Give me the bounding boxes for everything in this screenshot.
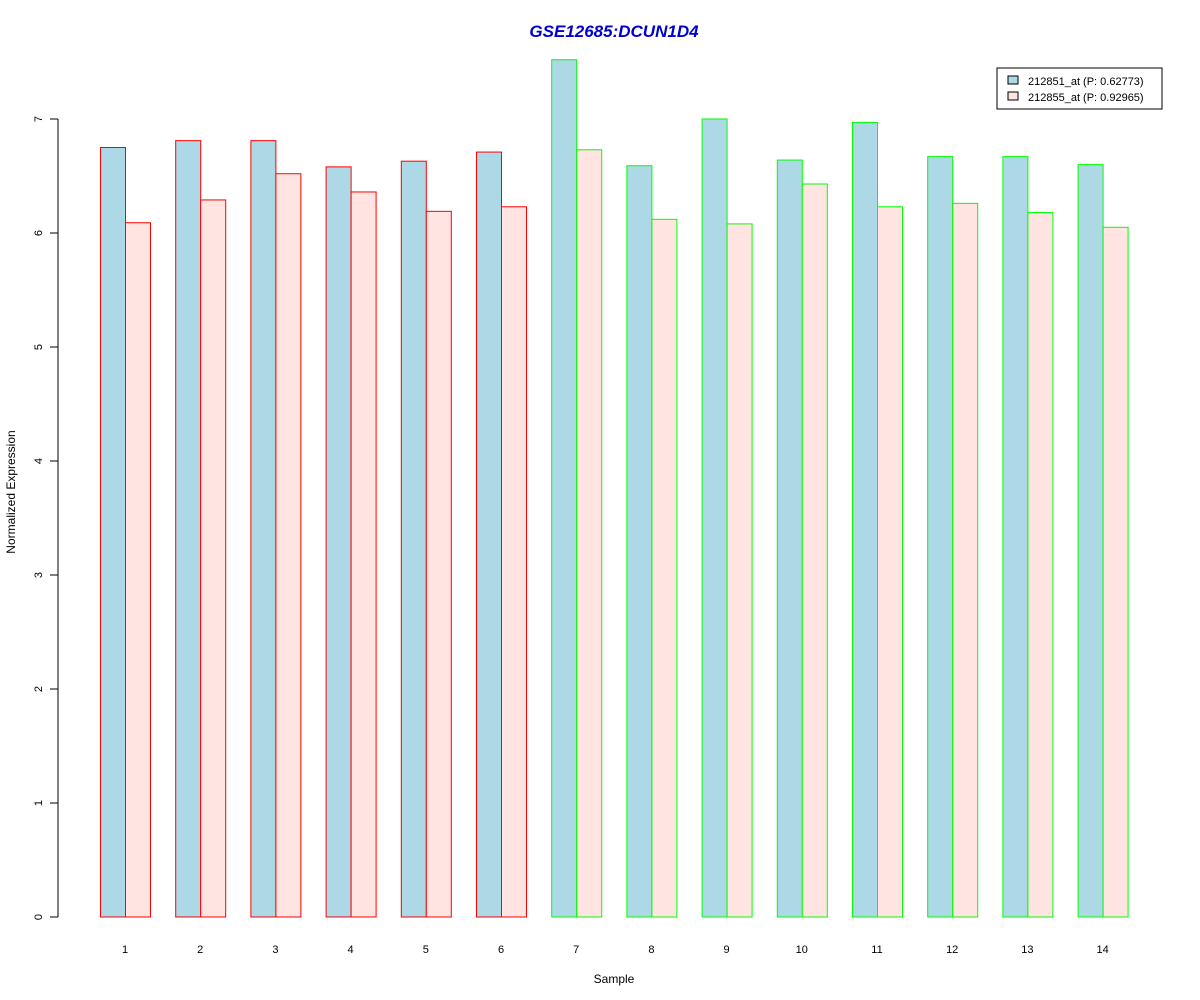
legend-label-series-1: 212851_at (P: 0.62773)	[1028, 76, 1144, 88]
chart-title: GSE12685:DCUN1D4	[529, 22, 699, 41]
x-tick-label: 7	[573, 944, 579, 956]
bar-series-2-sample-1	[125, 222, 151, 918]
x-tick-label: 13	[1021, 944, 1033, 956]
bar-series-2-sample-5	[425, 210, 452, 918]
bar-series-1-sample-5	[400, 160, 427, 918]
x-tick-label: 10	[796, 944, 808, 956]
y-tick-label: 3	[33, 572, 45, 578]
bar-series-1-sample-4	[325, 166, 352, 918]
bars-group	[100, 59, 1129, 918]
y-tick-label: 0	[33, 914, 45, 920]
bar-series-1-sample-11	[852, 121, 878, 918]
x-tick-label: 9	[724, 944, 730, 956]
bar-series-1-sample-9	[701, 118, 728, 918]
x-tick-label: 5	[423, 944, 429, 956]
bar-series-1-sample-7	[551, 59, 578, 918]
bar-series-2-sample-9	[726, 223, 753, 918]
legend-box	[996, 67, 1163, 110]
x-tick-label: 11	[871, 944, 882, 956]
bar-series-1-sample-2	[175, 140, 202, 918]
x-tick-label: 12	[946, 944, 958, 956]
bar-series-2-sample-7	[576, 149, 603, 918]
bar-series-2-sample-11	[877, 206, 903, 918]
x-axis-label: Sample	[594, 972, 635, 986]
legend: 212851_at (P: 0.62773) 212855_at (P: 0.9…	[996, 67, 1163, 110]
y-axis: 0 1 2 3 4 5 6 7	[33, 116, 59, 920]
bar-series-2-sample-3	[275, 173, 302, 918]
x-tick-label: 4	[348, 944, 354, 956]
legend-label-series-2: 212855_at (P: 0.92965)	[1028, 92, 1144, 104]
y-tick-label: 2	[33, 686, 45, 692]
bar-series-2-sample-4	[350, 191, 377, 918]
x-axis-tick-labels: 1 2 3 4 5 6 7 8 9 10 11 12 13 14	[122, 944, 1109, 956]
x-tick-label: 3	[272, 944, 278, 956]
bar-series-1-sample-1	[100, 147, 126, 918]
x-tick-label: 6	[498, 944, 504, 956]
legend-swatch-series-2	[1007, 91, 1019, 101]
y-tick-label: 4	[33, 458, 45, 464]
x-tick-label: 8	[648, 944, 654, 956]
bar-series-1-sample-12	[927, 156, 954, 918]
y-tick-label: 5	[33, 344, 45, 350]
bar-series-2-sample-12	[952, 202, 979, 918]
bar-series-1-sample-8	[626, 165, 653, 918]
bar-series-1-sample-3	[250, 140, 277, 918]
x-tick-label: 2	[197, 944, 203, 956]
y-tick-label: 7	[33, 116, 45, 122]
y-tick-label: 6	[33, 230, 45, 236]
bar-series-2-sample-2	[200, 199, 227, 918]
x-tick-label: 14	[1096, 944, 1108, 956]
y-tick-label: 1	[33, 800, 45, 806]
bar-series-1-sample-10	[776, 159, 803, 918]
bar-series-2-sample-6	[501, 206, 527, 918]
legend-swatch-series-1	[1007, 75, 1019, 85]
bar-series-2-sample-10	[801, 183, 828, 918]
bar-series-1-sample-6	[476, 151, 502, 918]
bar-series-1-sample-14	[1077, 164, 1104, 918]
bar-series-2-sample-13	[1027, 211, 1054, 918]
bar-series-2-sample-14	[1102, 226, 1129, 918]
y-axis-label: Normalized Expression	[4, 430, 18, 553]
bar-series-1-sample-13	[1002, 156, 1029, 918]
x-tick-label: 1	[122, 944, 128, 956]
bar-series-2-sample-8	[651, 218, 678, 918]
